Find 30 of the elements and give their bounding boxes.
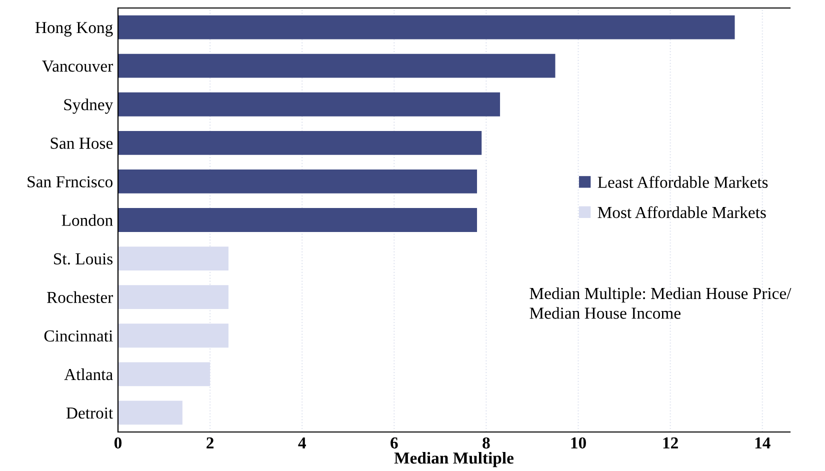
y-tick-label: Atlanta: [64, 368, 113, 380]
bar: [118, 54, 556, 78]
bar: [118, 208, 478, 232]
y-tick-label: San Frncisco: [28, 176, 113, 188]
y-tick-label: Vancouver: [42, 60, 113, 72]
x-tick-label: 4: [298, 437, 306, 448]
legend-label: Least Affordable Markets: [598, 176, 768, 188]
y-tick-label: Rochester: [46, 291, 113, 304]
y-tick-label: London: [62, 214, 113, 226]
bar: [118, 130, 482, 155]
x-tick-label: 8: [482, 437, 490, 449]
y-tick-label: Hong Kong: [35, 22, 113, 37]
y-tick-label: San Hose: [50, 138, 113, 149]
y-tick-label: St. Louis: [54, 253, 113, 265]
y-tick-label: Detroit: [66, 407, 114, 419]
bar: [118, 15, 735, 40]
x-tick-label: 10: [571, 437, 586, 449]
bar: [118, 170, 478, 194]
y-tick-label: Cincinnati: [44, 330, 113, 342]
x-axis-title: Median Multiple: [394, 452, 514, 468]
y-tick-label: Sydney: [64, 98, 114, 114]
x-tick-label: 6: [390, 437, 398, 449]
annotation: Median Multiple: Median House Price/ Median House Income: [530, 287, 792, 319]
x-tick-label: 0: [114, 437, 122, 449]
bar: [118, 92, 500, 116]
x-tick-label: 12: [663, 437, 678, 448]
legend-label: Most Affordable Markets: [598, 206, 766, 218]
bar: [118, 400, 182, 425]
x-tick-label: 2: [206, 437, 214, 448]
x-tick-label: 14: [755, 437, 770, 448]
